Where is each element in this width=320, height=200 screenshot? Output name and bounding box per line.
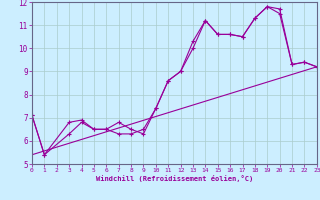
X-axis label: Windchill (Refroidissement éolien,°C): Windchill (Refroidissement éolien,°C) <box>96 175 253 182</box>
